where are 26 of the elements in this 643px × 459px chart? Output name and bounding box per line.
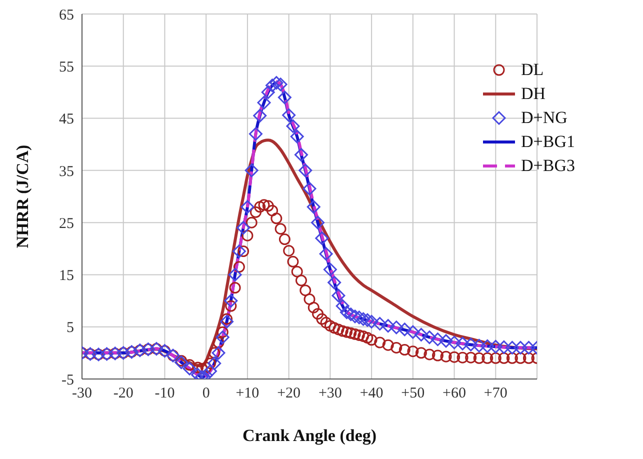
x-tick-label: +30	[318, 386, 342, 402]
x-tick-label: 0	[202, 386, 210, 402]
x-axis-title: Crank Angle (deg)	[242, 426, 377, 445]
x-tick-label: -30	[72, 386, 92, 402]
y-tick-label: 5	[66, 320, 74, 336]
x-tick-label: +10	[236, 386, 260, 402]
x-tick-label: +40	[360, 386, 384, 402]
legend-label: D+BG3	[521, 156, 575, 176]
legend-label: DL	[521, 60, 544, 80]
y-axis-title: NHRR (J/CA)	[13, 144, 32, 248]
y-tick-label: 55	[59, 59, 74, 76]
y-tick-label: 45	[59, 112, 74, 128]
legend-label: DH	[521, 84, 546, 104]
x-tick-label: -20	[113, 386, 134, 402]
y-tick-label: 35	[59, 164, 74, 180]
x-tick-label: +70	[484, 386, 508, 402]
legend-label: D+NG	[521, 108, 568, 128]
x-tick-label: +20	[277, 386, 301, 402]
x-tick-label: -10	[154, 386, 175, 402]
x-tick-label: +60	[442, 386, 466, 402]
y-tick-label: 15	[59, 268, 74, 284]
x-tick-label: +50	[401, 386, 425, 402]
y-tick-label: 65	[59, 7, 74, 24]
y-tick-label: 25	[59, 216, 74, 232]
legend-label: D+BG1	[521, 132, 575, 152]
y-tick-label: -5	[62, 372, 74, 388]
